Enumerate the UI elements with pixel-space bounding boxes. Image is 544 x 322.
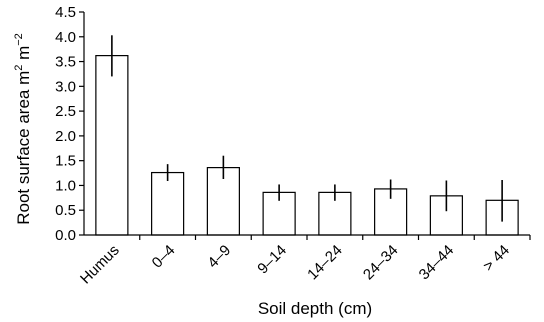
x-tick-label: 34–44	[416, 242, 458, 284]
y-tick-label: 0.0	[55, 227, 76, 244]
x-tick-label: 4–9	[204, 242, 234, 272]
y-tick-label: 4.5	[55, 4, 76, 21]
y-axis-title: Root surface area m2 m−2	[13, 33, 33, 225]
x-tick-label: 24–34	[360, 242, 402, 284]
x-tick-label: 14–24	[304, 242, 346, 284]
y-tick-label: 3.0	[55, 78, 76, 95]
bars	[96, 56, 518, 235]
x-axis-title: Soil depth (cm)	[258, 299, 372, 318]
y-axis-ticks: 0.0 0.5 1.0 1.5 2.0 2.5 3.0 3.5 4.0 4.5	[55, 4, 84, 244]
bar	[96, 56, 128, 235]
y-tick-label: 0.5	[55, 202, 76, 219]
bar	[152, 173, 184, 235]
y-tick-label: 4.0	[55, 29, 76, 46]
x-tick-label: > 44	[480, 242, 513, 275]
y-tick-label: 3.5	[55, 54, 76, 71]
x-axis-ticks: Humus 0–4 4–9 9–14 14–24 24–34 34–44 > 44	[77, 235, 530, 287]
y-tick-label: 2.5	[55, 103, 76, 120]
y-tick-label: 1.0	[55, 177, 76, 194]
x-tick-label: 9–14	[254, 242, 290, 278]
x-tick-label: 0–4	[149, 242, 179, 272]
y-tick-label: 1.5	[55, 153, 76, 170]
y-tick-label: 2.0	[55, 128, 76, 145]
x-tick-label: Humus	[77, 242, 123, 288]
